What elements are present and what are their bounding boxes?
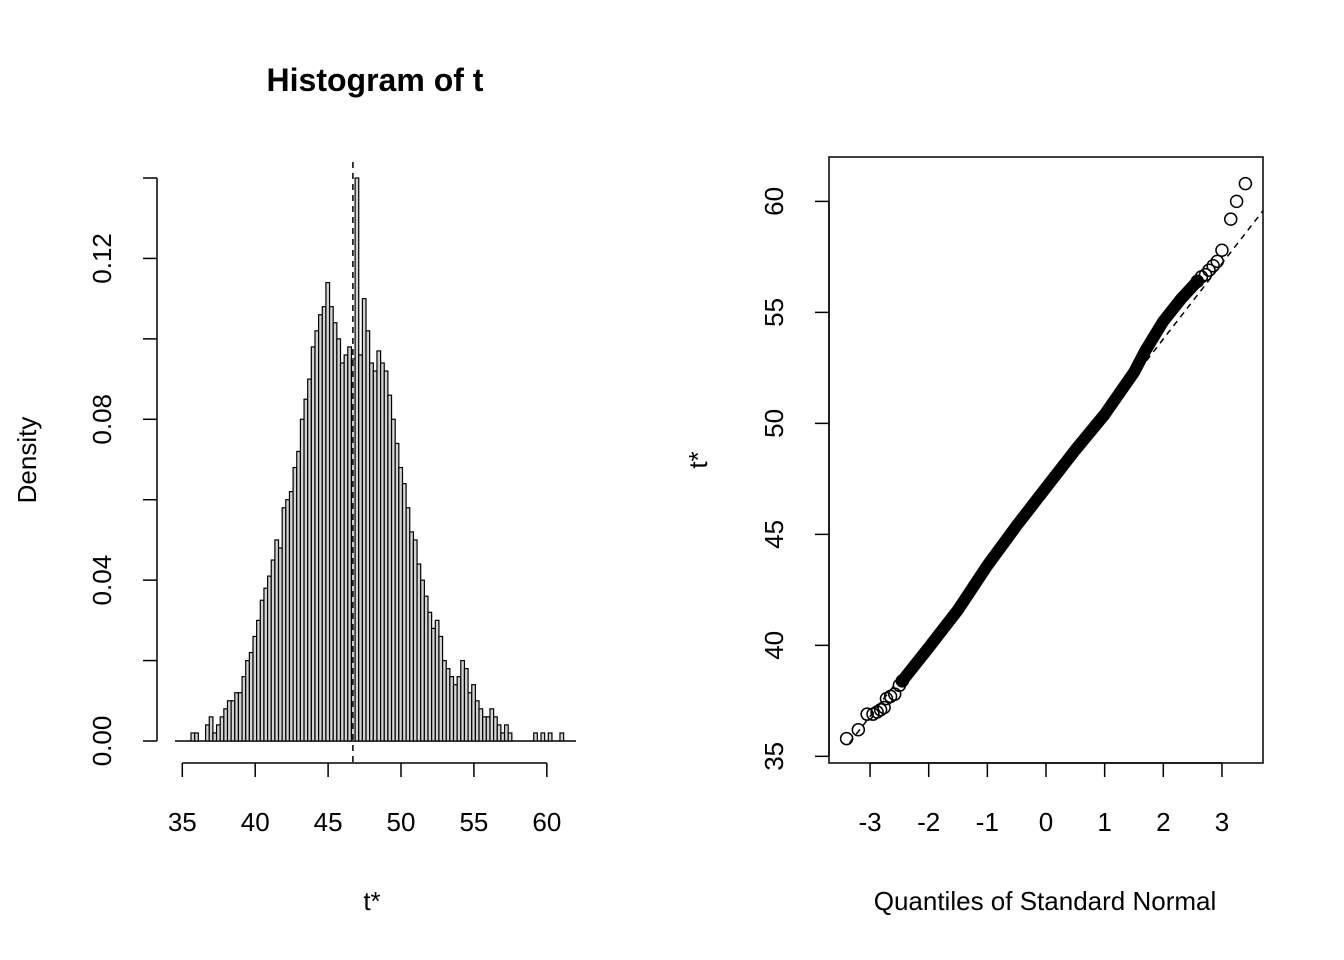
qq-x-tick-label: -2	[917, 807, 940, 837]
qq-x-tick-label: -3	[858, 807, 881, 837]
qq-point	[839, 731, 854, 746]
qq-x-label: Quantiles of Standard Normal	[874, 886, 1217, 916]
histogram-bar	[559, 732, 565, 742]
histogram-bar	[507, 732, 513, 742]
qq-y-tick-label: 40	[759, 631, 789, 660]
qq-point	[1215, 243, 1229, 257]
qq-y-tick-label: 35	[759, 742, 789, 771]
qq-plot-box	[828, 156, 1264, 764]
qq-points	[839, 176, 1253, 746]
qq-x-tick-label: 0	[1039, 807, 1053, 837]
qq-point	[873, 702, 888, 717]
histogram-y-axis: 0.00 0.04 0.08 0.12	[87, 177, 158, 767]
histogram-y-tick-label: 0.12	[87, 233, 117, 284]
qq-point	[895, 674, 910, 688]
qq-point	[1202, 263, 1216, 277]
qq-plot-panel: -3 -2 -1 0 1 2 3 35 40 45 50 55 60 Quantiles of Sta…	[683, 156, 1264, 916]
histogram-x-tick-label: 50	[387, 807, 416, 837]
qq-point	[851, 722, 866, 737]
histogram-x-axis: 35 40 45 50 55 60	[168, 762, 561, 837]
qq-point-cloud	[896, 275, 1204, 687]
histogram-x-tick-label: 40	[241, 807, 270, 837]
qq-y-axis: 35 40 45 50 55 60	[759, 187, 830, 771]
qq-point	[1206, 259, 1220, 273]
qq-y-tick-label: 50	[759, 409, 789, 438]
histogram-x-tick-label: 55	[459, 807, 488, 837]
histogram-bar	[194, 732, 199, 742]
histogram-title: Histogram of t	[267, 62, 484, 98]
qq-x-tick-label: 3	[1215, 807, 1229, 837]
qq-y-label: t*	[683, 451, 713, 468]
histogram-x-tick-label: 60	[532, 807, 561, 837]
qq-x-tick-label: -1	[976, 807, 999, 837]
qq-point	[1194, 270, 1209, 284]
histogram-bar	[540, 732, 546, 742]
qq-point	[870, 705, 884, 719]
qq-y-tick-label: 60	[759, 187, 789, 216]
qq-y-tick-label: 45	[759, 520, 789, 549]
qq-x-tick-label: 2	[1156, 807, 1170, 837]
qq-point	[1190, 274, 1205, 289]
qq-point	[860, 707, 874, 721]
qq-point	[1223, 212, 1238, 226]
histogram-x-tick-label: 35	[168, 807, 197, 837]
histogram-panel: Histogram of t 35 40 45 50 55 60 0.00 0.04 0.08…	[12, 62, 576, 916]
qq-point	[1238, 176, 1253, 191]
histogram-bar	[208, 716, 214, 742]
qq-point	[1229, 194, 1244, 209]
histogram-y-tick-label: 0.04	[87, 555, 117, 606]
qq-point	[877, 700, 891, 715]
histogram-bar	[533, 732, 538, 742]
histogram-y-label: Density	[12, 417, 42, 504]
histogram-y-tick-label: 0.08	[87, 394, 117, 445]
qq-x-axis: -3 -2 -1 0 1 2 3	[858, 762, 1229, 837]
qq-point	[1210, 254, 1225, 269]
histogram-bar	[547, 732, 553, 742]
histogram-x-tick-label: 45	[314, 807, 343, 837]
histogram-y-tick-label: 0.00	[87, 716, 117, 767]
qq-y-tick-label: 55	[759, 298, 789, 327]
qq-x-tick-label: 1	[1097, 807, 1111, 837]
histogram-x-label: t*	[363, 886, 380, 916]
histogram-bars	[175, 177, 576, 742]
